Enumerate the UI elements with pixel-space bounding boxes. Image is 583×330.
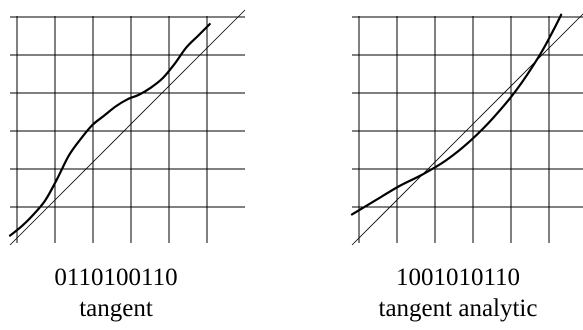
grid [352, 16, 583, 243]
identity-diagonal [9, 9, 246, 246]
identity-diagonal [351, 13, 583, 246]
curve-name-label: tangent analytic [378, 295, 538, 322]
plot-tangent [8, 9, 246, 246]
tangent-analytic-curve [350, 13, 563, 216]
code-label: 0110100110 [54, 264, 178, 291]
panel-tangent-analytic: 1001010110 tangent analytic [342, 0, 583, 330]
curve-name-label: tangent [79, 295, 153, 322]
tangent-curve [8, 23, 211, 237]
panel-tangent: 0110100110 tangent [0, 0, 260, 330]
plot-tangent-analytic [350, 13, 583, 246]
code-label: 1001010110 [395, 264, 521, 291]
grid [10, 16, 245, 243]
